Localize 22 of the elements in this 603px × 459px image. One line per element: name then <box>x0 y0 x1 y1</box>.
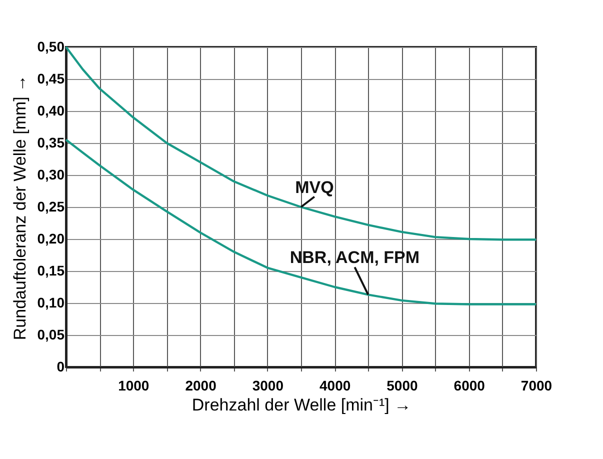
x-tick-label: 7000 <box>520 378 552 394</box>
y-tick-label: 0,25 <box>37 198 65 214</box>
y-tick-label: 0,10 <box>37 294 65 310</box>
x-tick-label: 3000 <box>252 378 284 394</box>
x-tick-label: 4000 <box>319 378 351 394</box>
y-tick-label: 0,35 <box>37 134 65 150</box>
x-tick-label: 2000 <box>185 378 217 394</box>
y-axis-title: Rundauftoleranz der Welle [mm] → <box>10 74 30 340</box>
x-tick-label: 5000 <box>386 378 418 394</box>
line-series <box>64 138 538 306</box>
line-series <box>64 46 538 241</box>
y-tick-label: 0,15 <box>37 262 65 278</box>
y-tick-label: 0,50 <box>37 38 65 54</box>
y-tick-label: 0 <box>56 358 65 374</box>
y-tick-label: 0,40 <box>37 102 65 118</box>
x-tick-label: 1000 <box>118 378 150 394</box>
x-tick-label: 6000 <box>454 378 486 394</box>
x-axis-title: Drehzahl der Welle [min⁻¹] → <box>192 396 412 414</box>
y-tick-label: 0,45 <box>37 70 65 86</box>
y-tick-label: 0,20 <box>37 230 65 246</box>
y-tick-label: 0,30 <box>37 166 65 182</box>
y-tick-label: 0,05 <box>37 326 65 342</box>
